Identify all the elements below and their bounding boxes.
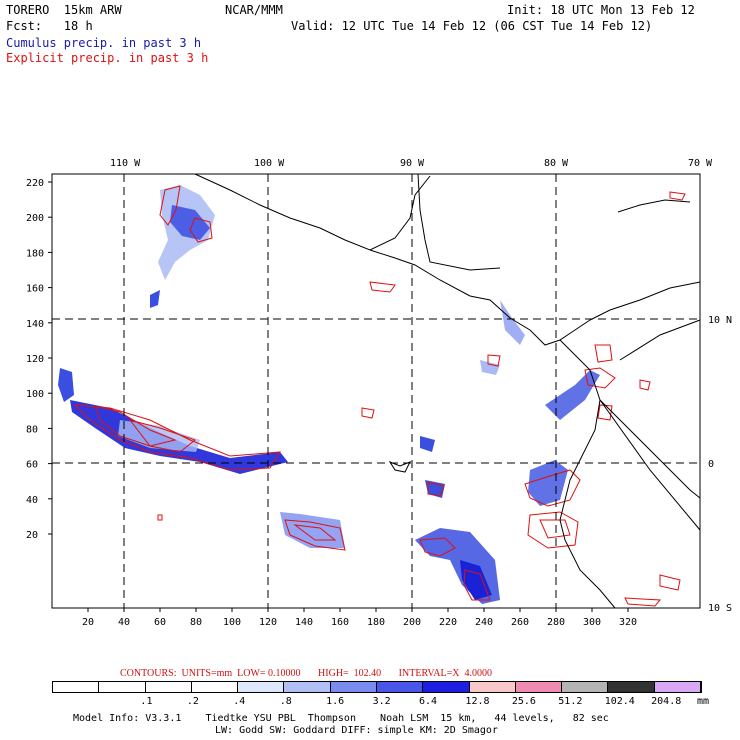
lat-label: 0 [708,459,714,470]
institution-label: NCAR/MMM [225,3,283,17]
colorbar-label: .2 [186,696,199,707]
explicit-precip-contours [73,185,686,607]
colorbar-label: 102.4 [604,696,635,707]
x-tick-label: 80 [190,617,202,628]
x-tick-label: 300 [583,617,601,628]
forecast-hour: Fcst: 18 h [6,19,93,33]
init-time: Init: 18 UTC Mon 13 Feb 12 [507,3,695,17]
x-tick-label: 120 [259,617,277,628]
y-tick-label: 160 [26,284,44,295]
x-tick-label: 100 [223,617,241,628]
lat-label: 10 S [708,603,732,614]
x-tick-label: 320 [619,617,637,628]
colorbar-swatch [515,682,563,692]
y-tick-label: 80 [26,424,38,435]
colorbar-label: .1 [140,696,153,707]
colorbar [52,681,702,693]
map-frame [51,173,701,609]
lon-label: 90 W [400,158,425,169]
y-tick-label: 220 [26,178,44,189]
colorbar-swatch [654,682,701,692]
valid-time: Valid: 12 UTC Tue 14 Feb 12 (06 CST Tue … [291,19,653,33]
model-info: Model Info: V3.3.1 Tiedtke YSU PBL Thomp… [73,713,609,724]
y-tick-label: 200 [26,213,44,224]
y-tick-label: 100 [26,389,44,400]
colorbar-label: .4 [233,696,246,707]
cumulus-precip-areas [58,185,600,604]
longitude-labels: 110 W 100 W 90 W 80 W 70 W [110,158,713,169]
x-tick-label: 140 [295,617,313,628]
colorbar-label: 51.2 [558,696,583,707]
x-tick-label: 40 [118,617,130,628]
x-tick-label: 240 [475,617,493,628]
latitude-labels: 10 N 0 10 S [708,315,732,614]
x-tick-label: 160 [331,617,349,628]
y-tick-label: 40 [26,495,38,506]
colorbar-label: 12.8 [465,696,490,707]
colorbar-swatch [562,682,609,692]
y-tick-label: 180 [26,248,44,259]
x-tick-label: 280 [547,617,565,628]
x-tick-label: 200 [403,617,421,628]
colorbar-label: 204.8 [651,696,682,707]
colorbar-label: .8 [279,696,292,707]
lon-label: 80 W [544,158,569,169]
colorbar-swatch [608,682,655,692]
colorbar-swatch [423,682,470,692]
colorbar-label: 25.6 [511,696,536,707]
colorbar-swatch [145,682,192,692]
model-title: TORERO 15km ARW [6,3,122,17]
y-tick-label: 60 [26,460,38,471]
x-tick-label: 60 [154,617,166,628]
x-tick-label: 220 [439,617,457,628]
colorbar-swatch [330,682,377,692]
colorbar-swatch [284,682,331,692]
x-index-ticks: 20 40 60 80 100 120 140 160 180 200 220 240 260 280 30… [82,608,637,628]
legend-cumulus: Cumulus precip. in past 3 h [6,36,202,50]
colorbar-swatch [238,682,285,692]
contour-info: CONTOURS: UNITS=mm LOW= 0.10000 HIGH= 10… [120,668,492,679]
colorbar-labels: .1 .2 .4 .8 1.6 3.2 6.4 12.8 25.6 51.2 102.4 204.8 m… [52,696,740,708]
y-tick-label: 120 [26,354,44,365]
x-tick-label: 260 [511,617,529,628]
lon-label: 70 W [688,158,713,169]
x-tick-label: 20 [82,617,94,628]
legend-explicit: Explicit precip. in past 3 h [6,51,209,65]
colorbar-unit: mm [697,696,710,707]
colorbar-swatch [376,682,424,692]
colorbar-label: 6.4 [419,696,438,707]
coastlines [194,173,701,609]
colorbar-swatch [191,682,239,692]
y-index-ticks: 220 200 180 160 140 120 100 80 60 40 20 [26,178,52,541]
lat-label: 10 N [708,315,732,326]
physics-info: LW: Godd SW: Goddard DIFF: simple KM: 2D… [215,725,498,736]
graticule [52,174,700,608]
y-tick-label: 140 [26,319,44,330]
lon-label: 100 W [254,158,285,169]
y-tick-label: 20 [26,530,38,541]
colorbar-label: 3.2 [372,696,391,707]
x-tick-label: 180 [367,617,385,628]
colorbar-swatch [469,682,516,692]
lon-label: 110 W [110,158,141,169]
colorbar-swatch [53,682,100,692]
colorbar-swatch [99,682,146,692]
colorbar-label: 1.6 [326,696,345,707]
